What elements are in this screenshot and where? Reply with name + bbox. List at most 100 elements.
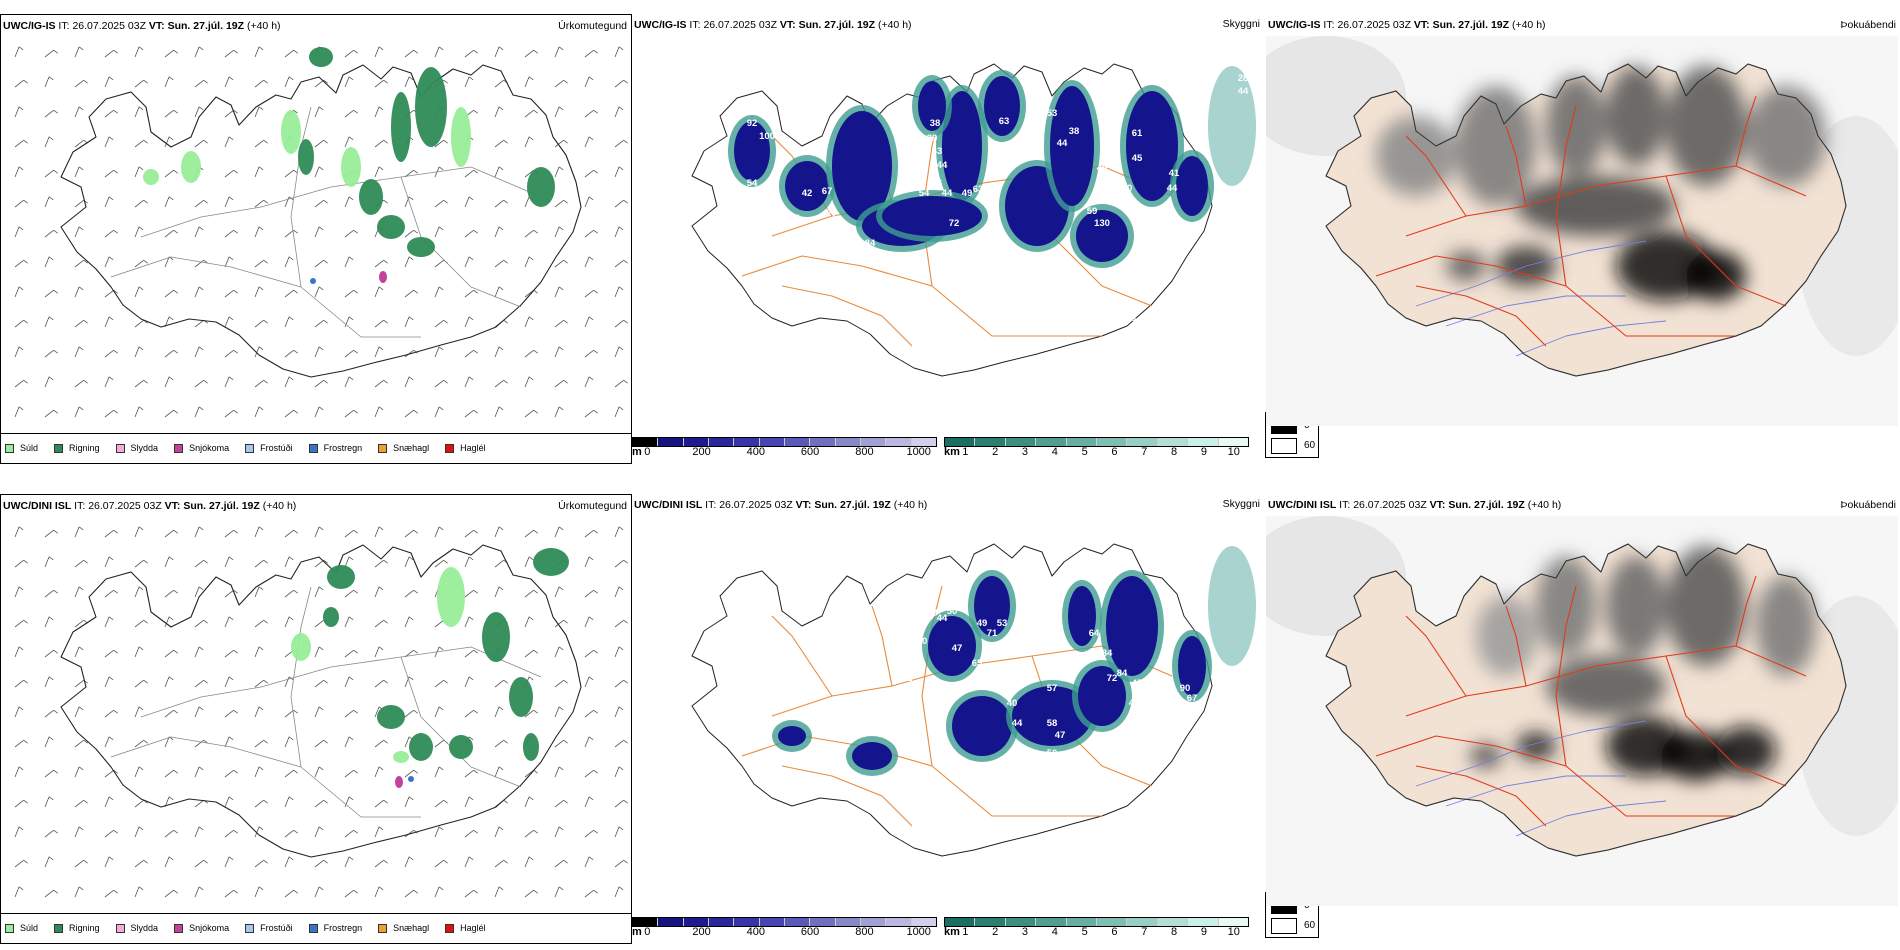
colorbar-tick: 5	[1081, 926, 1088, 938]
colorbar-tick: 9	[1200, 926, 1207, 938]
cloud-base-value: 50	[1027, 148, 1038, 159]
panel-title: UWC/DINI ISL IT: 26.07.2025 03Z VT: Sun.…	[1268, 499, 1562, 511]
legend-label: Snjókoma	[189, 923, 230, 933]
legend-swatch	[115, 443, 125, 453]
cloud-base-value: 80	[1122, 183, 1133, 194]
cloud-base-value: 64	[1089, 628, 1100, 639]
colorbar-unit: km	[944, 446, 960, 458]
legend-swatch	[174, 923, 184, 933]
cloud-base-value: 52	[902, 673, 913, 684]
iceland-coastline	[691, 63, 1213, 377]
legend-item: Rigning	[54, 923, 100, 933]
legend-item: Haglél	[445, 923, 486, 933]
cloud-base-value: 44	[1057, 138, 1068, 149]
legend-item: Frostregn	[308, 923, 362, 933]
panel-title: UWC/IG-IS IT: 26.07.2025 03Z VT: Sun. 27…	[1268, 19, 1546, 31]
legend-swatch	[54, 443, 64, 453]
cloud-base-value: 43	[932, 146, 943, 157]
cloud-base-value: 109	[804, 238, 820, 249]
precip-map	[14, 526, 628, 898]
colorbar-unit: m	[632, 446, 642, 458]
cloud-base-value: 90	[1180, 683, 1191, 694]
legend-item: Snæhagl	[378, 923, 429, 933]
colorbar-tick: 3	[1021, 926, 1029, 938]
cloud-base-value: 63	[1131, 208, 1142, 219]
legend-swatch	[115, 923, 125, 933]
cloud-base-value: 28	[1238, 73, 1249, 84]
iceland-coastline	[691, 543, 1213, 857]
legend-label: Frostúði	[260, 443, 293, 453]
colorbar-tick: 4	[1051, 926, 1058, 938]
cloud-base-value: 44	[1238, 86, 1249, 97]
cloud-base-value: 41	[1127, 313, 1138, 324]
cloud-base-value: 77	[827, 208, 838, 219]
cloud-base-value: 53	[892, 638, 903, 649]
cloud-base-value: 72	[949, 218, 960, 229]
cloud-base-value: 37	[927, 608, 938, 619]
legend-item: Snæhagl	[378, 443, 429, 453]
low-cloud-areas	[728, 66, 1256, 268]
cloud-base-value: 45	[1132, 153, 1143, 164]
cloud-base-value: 100	[759, 131, 775, 142]
panel-name: Þokuábendi	[1840, 499, 1896, 511]
legend-label: Slydda	[130, 443, 159, 453]
cloud-base-value: 67	[822, 186, 833, 197]
river-network	[1415, 720, 1667, 837]
cloud-base-value: 41	[1169, 168, 1180, 179]
colorbar-tick: 4	[1051, 446, 1058, 458]
cloud-base-value: 54	[919, 188, 930, 199]
legend-item: Rigning	[54, 443, 100, 453]
colorbar-tick: 2	[992, 446, 999, 458]
colorbar-tick: 400	[746, 926, 766, 938]
road-network	[110, 106, 542, 338]
cloud-base-value: 39	[927, 133, 938, 144]
panel-name: Þokuábendi	[1840, 19, 1896, 31]
cloud-base-value: 47	[952, 643, 963, 654]
colorbar-tick: 1000	[906, 446, 931, 458]
legend-swatch	[5, 443, 14, 453]
cloud-panel-row2: UWC/DINI ISL IT: 26.07.2025 03Z VT: Sun.…	[632, 494, 1264, 944]
colorbar-unit: km	[944, 926, 960, 938]
panel-title: UWC/DINI ISL IT: 26.07.2025 03Z VT: Sun.…	[3, 500, 297, 512]
cloud-panel-row1: UWC/IG-IS IT: 26.07.2025 03Z VT: Sun. 27…	[632, 14, 1264, 464]
cloud-base-value: 72	[1107, 673, 1118, 684]
iceland-coastline	[60, 64, 582, 378]
legend-label: Frostregn	[323, 443, 363, 453]
colorbar-tick: 1000	[906, 926, 931, 938]
fog-panel-row1: UWC/IG-IS IT: 26.07.2025 03Z VT: Sun. 27…	[1266, 14, 1900, 426]
cloud-base-value: 44	[817, 268, 828, 279]
cloud-base-value: 47	[1087, 766, 1098, 777]
precip-areas	[291, 548, 569, 788]
legend-item: Snjókoma	[174, 923, 229, 933]
cloud-base-value: 41	[1127, 278, 1138, 289]
fog-panel-row2: UWC/DINI ISL IT: 26.07.2025 03Z VT: Sun.…	[1266, 494, 1900, 906]
colorbar-tick: 1	[962, 446, 969, 458]
fog-legend-label: 60	[1304, 920, 1316, 931]
precip-areas	[143, 47, 555, 284]
precip-panel-row1: UWC/IG-IS IT: 26.07.2025 03Z VT: Sun. 27…	[0, 14, 632, 464]
legend-label: Snæhagl	[393, 443, 430, 453]
colorbar-tick: 600	[800, 446, 820, 458]
cloud-base-value: 53	[1047, 108, 1058, 119]
cloud-base-value: 71	[987, 628, 998, 639]
cloud-base-value: 63	[1052, 638, 1063, 649]
legend-swatch	[445, 923, 455, 933]
legend-item: Haglél	[445, 443, 486, 453]
road-network	[110, 586, 542, 818]
legend-swatch	[5, 923, 14, 933]
panel-title: UWC/DINI ISL IT: 26.07.2025 03Z VT: Sun.…	[634, 499, 928, 511]
cloud-base-value: 44	[1012, 718, 1023, 729]
cloud-base-value: 65	[972, 658, 983, 669]
legend-label: Haglél	[460, 923, 486, 933]
cloud-base-value: 40	[1129, 698, 1140, 709]
fog-legend-swatch	[1271, 438, 1297, 454]
legend-label: Súld	[20, 443, 39, 453]
colorbar-visibility	[944, 917, 1249, 927]
cloud-base-value: 32	[1107, 298, 1118, 309]
legend-swatch	[245, 443, 255, 453]
legend-item: Snjókoma	[174, 443, 229, 453]
colorbar-tick: 5	[1081, 446, 1088, 458]
legend-label: Slydda	[130, 923, 159, 933]
cloud-base-value: 60	[757, 578, 768, 589]
